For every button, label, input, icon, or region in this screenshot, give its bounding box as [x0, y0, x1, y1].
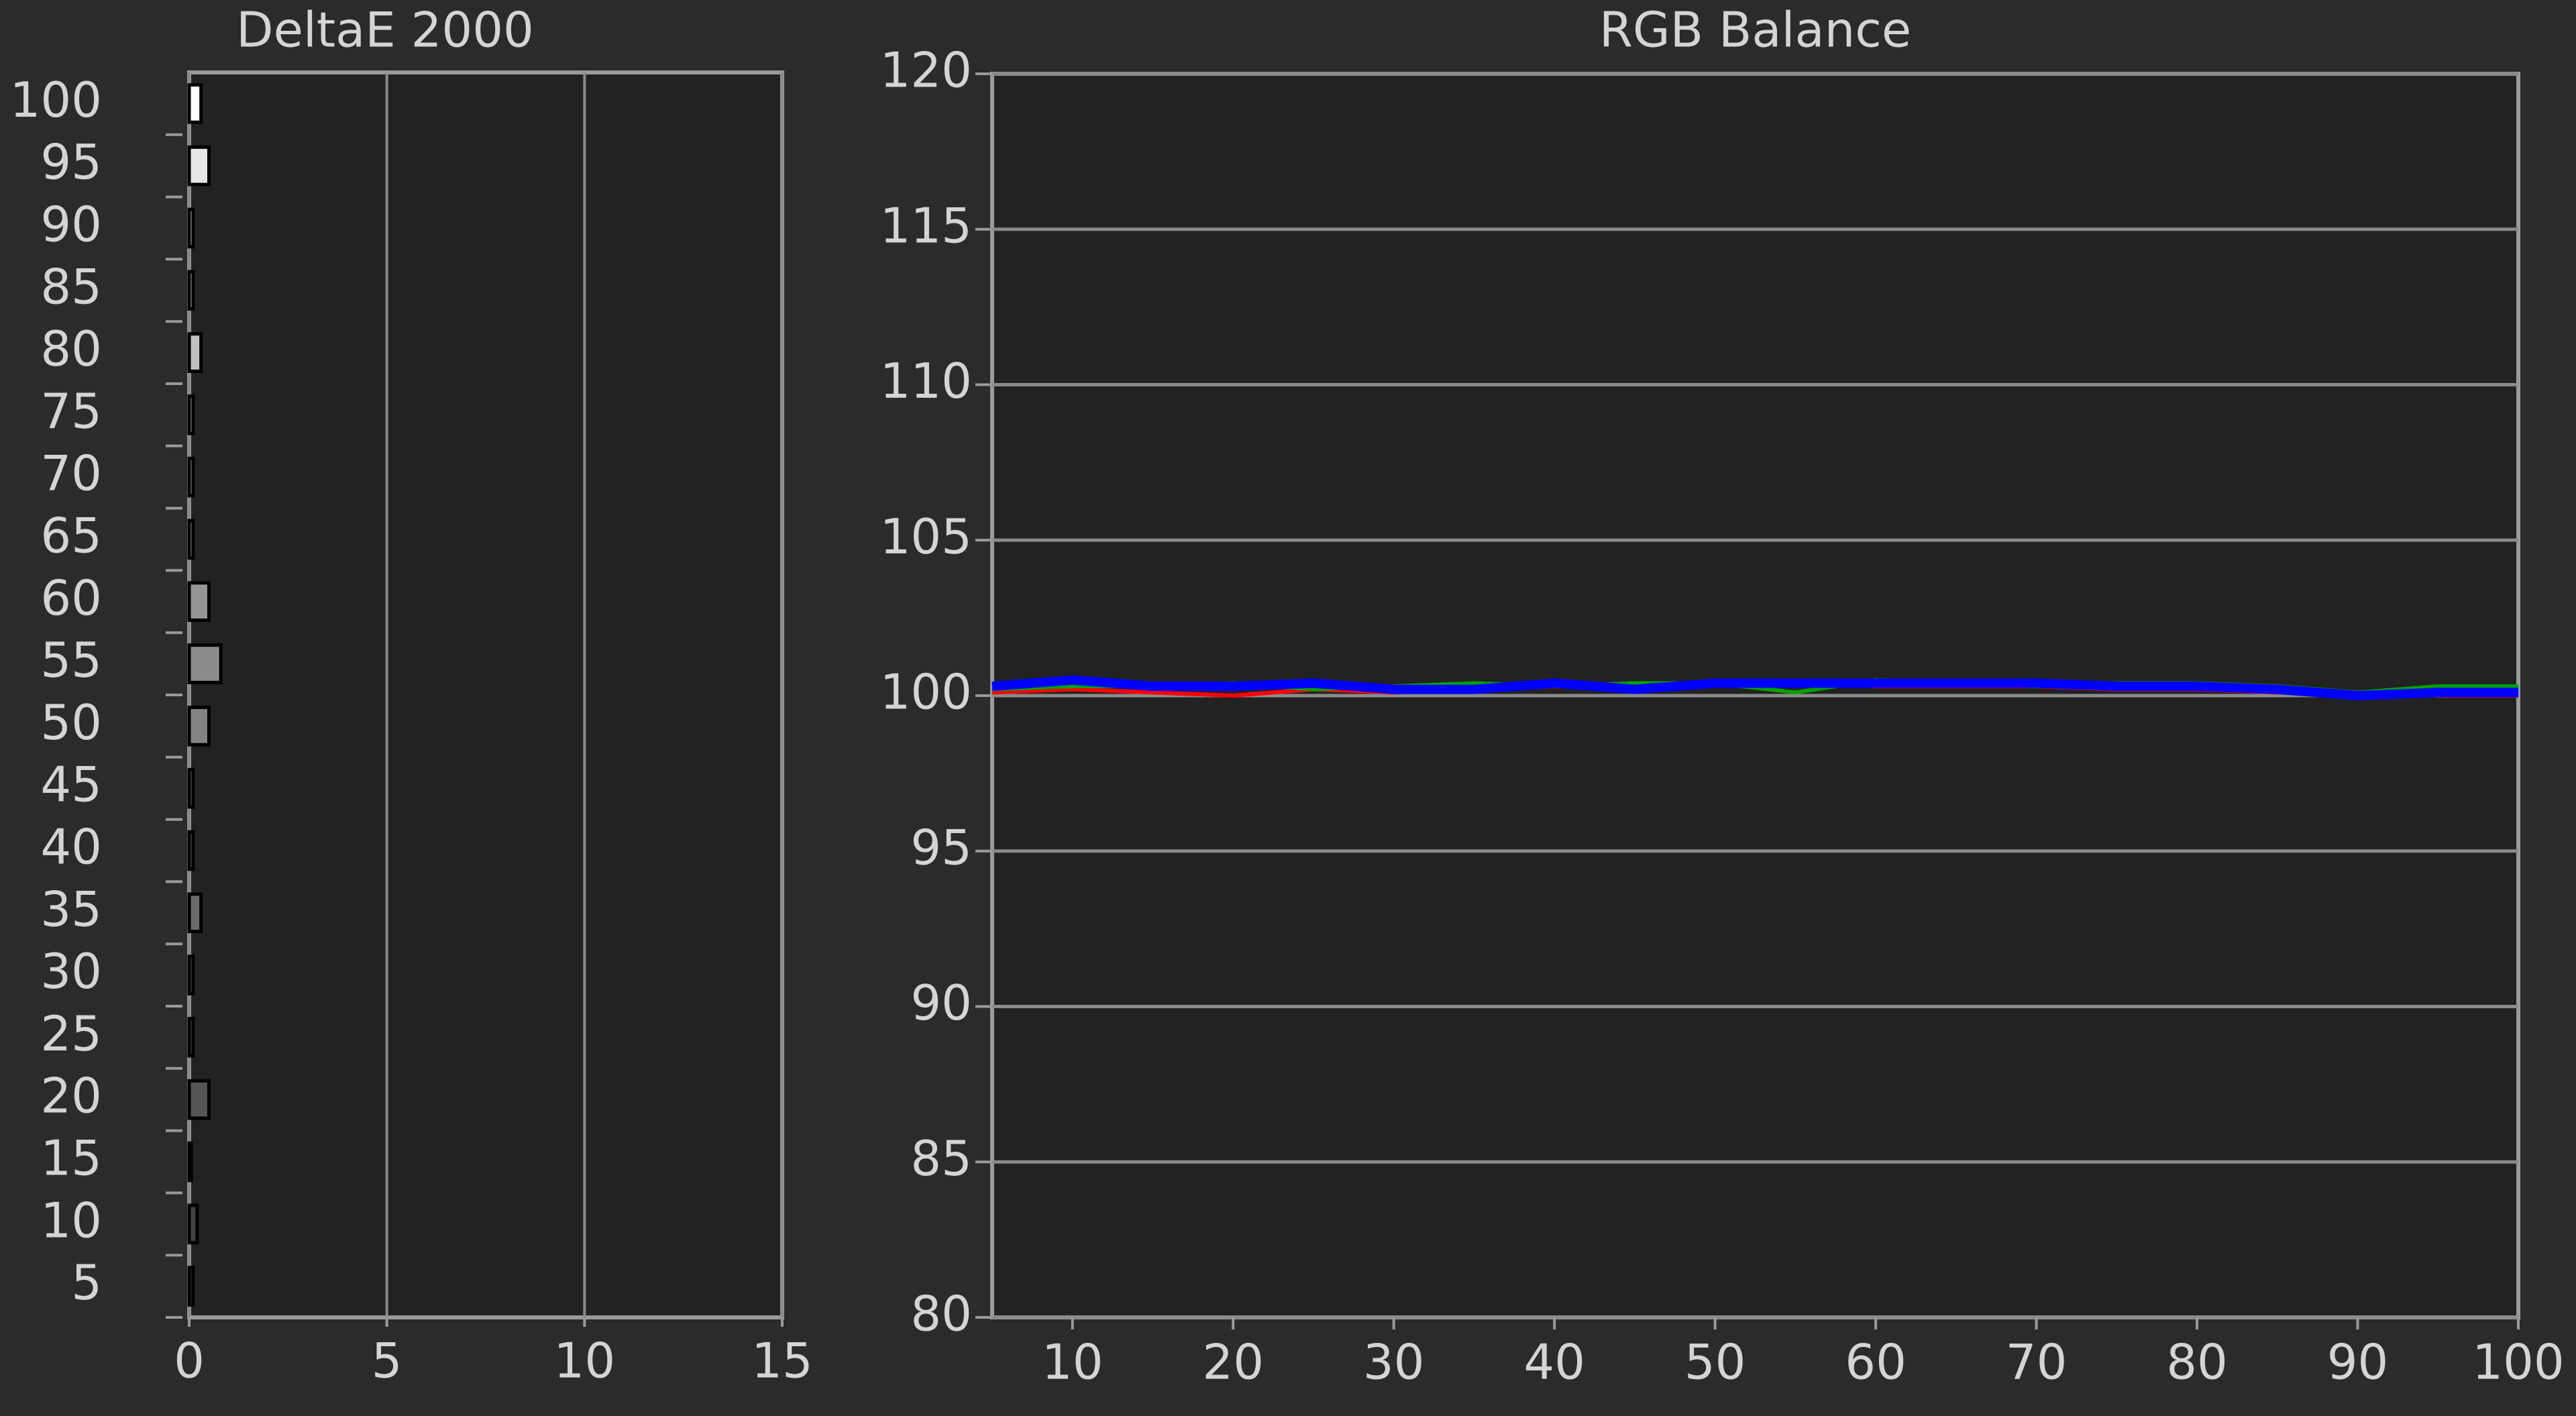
y-tick-label: 105 [880, 508, 972, 565]
y-tick-label: 85 [910, 1130, 972, 1187]
y-tick-label: 15 [40, 1130, 102, 1187]
bar [187, 207, 195, 249]
y-tick-label: 35 [40, 881, 102, 937]
y-tick-label: 80 [910, 1286, 972, 1342]
y-tick-label: 70 [40, 445, 102, 502]
bar [187, 955, 195, 995]
y-tick-label: 30 [40, 943, 102, 999]
y-tick-label: 45 [40, 757, 102, 813]
x-tick-label: 20 [1202, 1334, 1264, 1391]
x-tick-label: 60 [1845, 1334, 1907, 1391]
y-tick-label: 65 [40, 508, 102, 564]
y-tick-label: 90 [910, 975, 972, 1031]
chart-title: RGB Balance [1599, 2, 1911, 58]
x-tick-label: 70 [2006, 1334, 2068, 1391]
y-tick-label: 85 [40, 258, 102, 315]
x-tick-label: 40 [1523, 1334, 1585, 1391]
y-tick-label: 20 [40, 1068, 102, 1124]
x-tick-label: 10 [1042, 1334, 1104, 1391]
bar [187, 456, 195, 498]
bar [187, 394, 195, 435]
bar [187, 706, 211, 747]
x-tick-label: 90 [2327, 1334, 2389, 1391]
bar [187, 519, 195, 560]
bar [187, 1266, 195, 1307]
y-tick-label: 60 [40, 569, 102, 626]
y-tick-label: 25 [40, 1005, 102, 1062]
x-tick-label: 50 [1684, 1334, 1746, 1391]
y-tick-label: 80 [40, 321, 102, 377]
bar [187, 830, 195, 871]
bar [187, 1203, 199, 1245]
y-tick-label: 50 [40, 694, 102, 751]
y-tick-label: 100 [10, 72, 102, 128]
y-tick-label: 40 [40, 819, 102, 875]
y-tick-label: 110 [880, 353, 972, 409]
bar [187, 332, 203, 373]
x-tick-label: 80 [2166, 1334, 2228, 1391]
x-tick-label: 30 [1363, 1334, 1425, 1391]
chart-title: DeltaE 2000 [236, 2, 534, 58]
bar [187, 1017, 195, 1058]
x-tick-label: 10 [554, 1333, 616, 1389]
x-tick-label: 100 [2472, 1334, 2564, 1391]
bar [187, 1079, 211, 1120]
y-tick-label: 5 [71, 1254, 102, 1311]
bar [187, 892, 203, 934]
x-tick-label: 5 [372, 1333, 402, 1389]
y-tick-label: 75 [40, 383, 102, 439]
y-tick-label: 95 [40, 134, 102, 190]
bar [187, 581, 211, 622]
y-tick-label: 95 [910, 819, 972, 875]
series-line [991, 675, 2518, 700]
bar [187, 145, 211, 186]
y-tick-label: 115 [880, 197, 972, 254]
bar [187, 767, 195, 809]
bar [187, 643, 223, 684]
y-tick-label: 90 [40, 197, 102, 253]
x-tick-label: 15 [751, 1333, 813, 1389]
bar [187, 83, 203, 124]
y-tick-label: 10 [40, 1192, 102, 1248]
plot-area [187, 70, 784, 1319]
y-tick-label: 120 [880, 42, 972, 99]
y-tick-label: 55 [40, 632, 102, 688]
x-tick-label: 0 [174, 1333, 205, 1389]
bar [187, 1141, 193, 1183]
bar [187, 270, 195, 311]
y-tick-label: 100 [880, 664, 972, 720]
